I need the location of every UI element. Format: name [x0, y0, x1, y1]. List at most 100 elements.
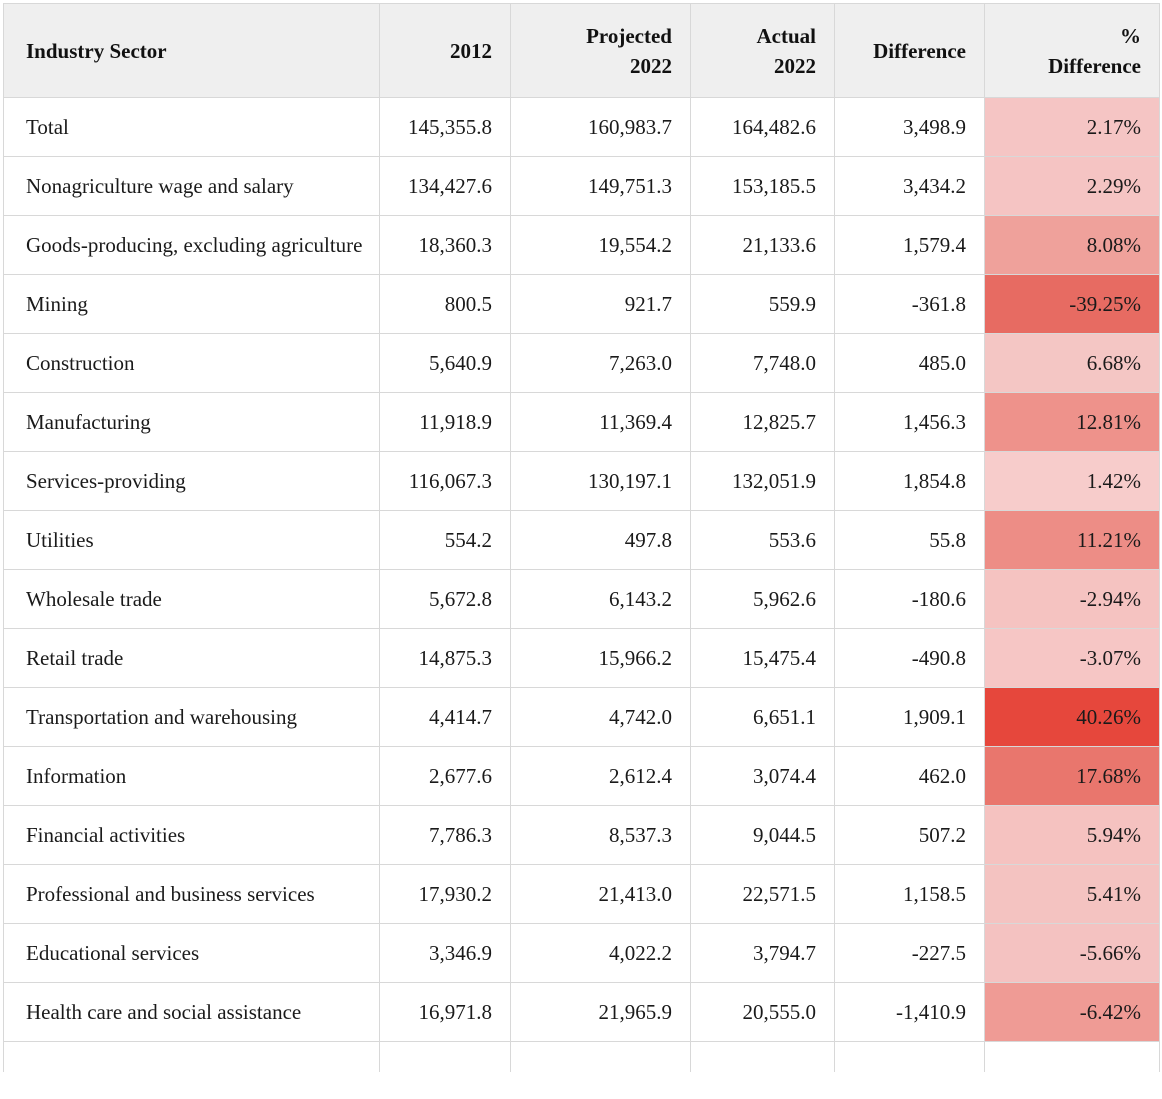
- projected-2022-cell: 160,983.7: [510, 97, 691, 157]
- actual-2022-cell: 132,051.9: [690, 451, 835, 511]
- sector-cell: Total: [3, 97, 380, 157]
- projected-2022-cell: 11,369.4: [510, 392, 691, 452]
- table-row: Wholesale trade 5,672.8 6,143.2 5,962.6 -180…: [3, 569, 1160, 629]
- header-pct-difference: % Difference: [984, 3, 1160, 98]
- actual-2022-cell: 12,825.7: [690, 392, 835, 452]
- actual-2022-cell: 15,475.4: [690, 628, 835, 688]
- industry-employment-table: Industry Sector 2012 Projected 2022 Actu…: [3, 3, 1160, 1072]
- value-2012-cell: 5,672.8: [379, 569, 511, 629]
- header-projected-2022: Projected 2022: [510, 3, 691, 98]
- projected-2022-cell: 4,022.2: [510, 923, 691, 983]
- table-row: Retail trade 14,875.3 15,966.2 15,475.4 -490…: [3, 628, 1160, 688]
- pct-difference-cell: 1.42%: [984, 451, 1160, 511]
- pct-difference-cell: 5.41%: [984, 864, 1160, 924]
- pct-difference-cell: 2.29%: [984, 156, 1160, 216]
- value-2012-cell: 17,930.2: [379, 864, 511, 924]
- table-header: Industry Sector 2012 Projected 2022 Actu…: [3, 3, 1160, 98]
- empty-cell: [510, 1041, 691, 1072]
- actual-2022-cell: 559.9: [690, 274, 835, 334]
- projected-2022-cell: 4,742.0: [510, 687, 691, 747]
- header-difference: Difference: [834, 3, 985, 98]
- table-row: Manufacturing 11,918.9 11,369.4 12,825.7 1,4…: [3, 392, 1160, 452]
- sector-cell: Utilities: [3, 510, 380, 570]
- projected-2022-cell: 497.8: [510, 510, 691, 570]
- actual-2022-cell: 7,748.0: [690, 333, 835, 393]
- table-row: Information 2,677.6 2,612.4 3,074.4 462.0 17.…: [3, 746, 1160, 806]
- table-row: Nonagriculture wage and salary 134,427.6 1…: [3, 156, 1160, 216]
- actual-2022-cell: 164,482.6: [690, 97, 835, 157]
- pct-difference-cell: 8.08%: [984, 215, 1160, 275]
- sector-cell: Nonagriculture wage and salary: [3, 156, 380, 216]
- value-2012-cell: 554.2: [379, 510, 511, 570]
- projected-2022-cell: 149,751.3: [510, 156, 691, 216]
- table-row: Health care and social assistance 16,971.…: [3, 982, 1160, 1042]
- value-2012-cell: 800.5: [379, 274, 511, 334]
- sector-cell: Health care and social assistance: [3, 982, 380, 1042]
- pct-difference-cell: 6.68%: [984, 333, 1160, 393]
- pct-difference-cell: -2.94%: [984, 569, 1160, 629]
- difference-cell: 507.2: [834, 805, 985, 865]
- pct-difference-cell: 17.68%: [984, 746, 1160, 806]
- table-row: Financial activities 7,786.3 8,537.3 9,044.…: [3, 805, 1160, 865]
- table-row: Construction 5,640.9 7,263.0 7,748.0 485.0 6.…: [3, 333, 1160, 393]
- sector-cell: Transportation and warehousing: [3, 687, 380, 747]
- empty-cell: [690, 1041, 835, 1072]
- actual-2022-cell: 5,962.6: [690, 569, 835, 629]
- table-row: Transportation and warehousing 4,414.7 4,7…: [3, 687, 1160, 747]
- actual-2022-cell: 6,651.1: [690, 687, 835, 747]
- sector-cell: Wholesale trade: [3, 569, 380, 629]
- value-2012-cell: 14,875.3: [379, 628, 511, 688]
- difference-cell: -361.8: [834, 274, 985, 334]
- actual-2022-cell: 3,074.4: [690, 746, 835, 806]
- difference-cell: -180.6: [834, 569, 985, 629]
- table-row: Goods-producing, excluding agriculture 18…: [3, 215, 1160, 275]
- table-body: Total 145,355.8 160,983.7 164,482.6 3,498.9 2…: [3, 97, 1160, 1072]
- value-2012-cell: 134,427.6: [379, 156, 511, 216]
- actual-2022-cell: 22,571.5: [690, 864, 835, 924]
- empty-cell: [834, 1041, 985, 1072]
- pct-difference-cell: -6.42%: [984, 982, 1160, 1042]
- projected-2022-cell: 15,966.2: [510, 628, 691, 688]
- empty-cell: [984, 1041, 1160, 1072]
- sector-cell: Goods-producing, excluding agriculture: [3, 215, 380, 275]
- value-2012-cell: 11,918.9: [379, 392, 511, 452]
- header-actual-2022: Actual 2022: [690, 3, 835, 98]
- pct-difference-cell: -39.25%: [984, 274, 1160, 334]
- partial-row: [3, 1041, 1160, 1072]
- pct-difference-cell: -3.07%: [984, 628, 1160, 688]
- projected-2022-cell: 921.7: [510, 274, 691, 334]
- value-2012-cell: 145,355.8: [379, 97, 511, 157]
- pct-difference-cell: 11.21%: [984, 510, 1160, 570]
- projected-2022-cell: 7,263.0: [510, 333, 691, 393]
- difference-cell: 1,158.5: [834, 864, 985, 924]
- actual-2022-cell: 553.6: [690, 510, 835, 570]
- sector-cell: Educational services: [3, 923, 380, 983]
- sector-cell: Retail trade: [3, 628, 380, 688]
- sector-cell: Construction: [3, 333, 380, 393]
- empty-cell: [379, 1041, 511, 1072]
- table-row: Educational services 3,346.9 4,022.2 3,794.…: [3, 923, 1160, 983]
- value-2012-cell: 4,414.7: [379, 687, 511, 747]
- sector-cell: Professional and business services: [3, 864, 380, 924]
- difference-cell: -1,410.9: [834, 982, 985, 1042]
- sector-cell: Manufacturing: [3, 392, 380, 452]
- projected-2022-cell: 2,612.4: [510, 746, 691, 806]
- difference-cell: 3,498.9: [834, 97, 985, 157]
- pct-difference-cell: 40.26%: [984, 687, 1160, 747]
- value-2012-cell: 5,640.9: [379, 333, 511, 393]
- difference-cell: 1,579.4: [834, 215, 985, 275]
- difference-cell: 485.0: [834, 333, 985, 393]
- difference-cell: -490.8: [834, 628, 985, 688]
- value-2012-cell: 7,786.3: [379, 805, 511, 865]
- projected-2022-cell: 8,537.3: [510, 805, 691, 865]
- sector-cell: Mining: [3, 274, 380, 334]
- value-2012-cell: 18,360.3: [379, 215, 511, 275]
- value-2012-cell: 3,346.9: [379, 923, 511, 983]
- difference-cell: 55.8: [834, 510, 985, 570]
- difference-cell: 1,456.3: [834, 392, 985, 452]
- table-row: Utilities 554.2 497.8 553.6 55.8 11.21%: [3, 510, 1160, 570]
- difference-cell: 3,434.2: [834, 156, 985, 216]
- pct-difference-cell: -5.66%: [984, 923, 1160, 983]
- difference-cell: -227.5: [834, 923, 985, 983]
